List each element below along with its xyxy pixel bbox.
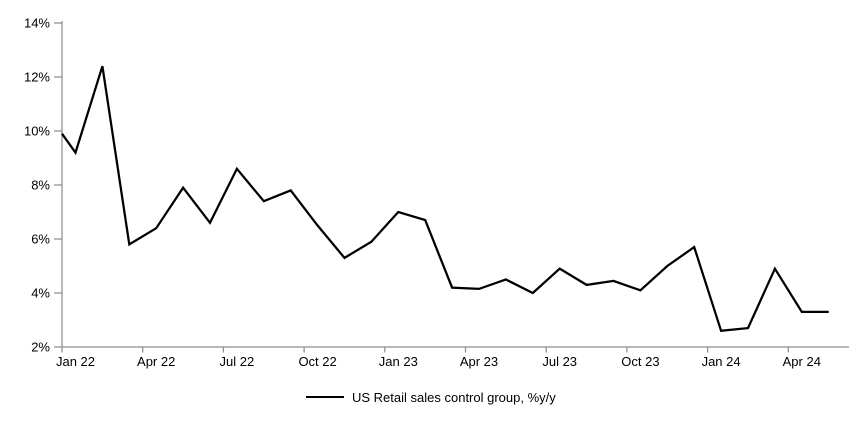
- x-axis-label: Oct 23: [621, 354, 659, 369]
- y-axis-label: 12%: [24, 70, 50, 85]
- x-axis-label: Apr 24: [783, 354, 821, 369]
- y-axis-label: 6%: [31, 232, 50, 247]
- series-line-us-retail-sales-control-group: [61, 65, 829, 333]
- legend-line-icon: [306, 395, 344, 399]
- x-axis-label: Jan 22: [56, 354, 95, 369]
- y-axis-label: 2%: [31, 340, 50, 355]
- y-axis-label: 14%: [24, 16, 50, 31]
- x-axis-label: Jul 22: [220, 354, 255, 369]
- y-axis-label: 10%: [24, 124, 50, 139]
- legend-label: US Retail sales control group, %y/y: [352, 389, 556, 405]
- x-axis-label: Apr 22: [137, 354, 175, 369]
- y-axis-label: 4%: [31, 286, 50, 301]
- x-axis-label: Oct 22: [298, 354, 336, 369]
- x-axis-label: Jan 24: [702, 354, 741, 369]
- x-axis-label: Jul 23: [542, 354, 577, 369]
- x-axis-label: Jan 23: [379, 354, 418, 369]
- y-axis-label: 8%: [31, 178, 50, 193]
- chart-legend: US Retail sales control group, %y/y: [306, 389, 556, 405]
- x-axis-label: Apr 23: [460, 354, 498, 369]
